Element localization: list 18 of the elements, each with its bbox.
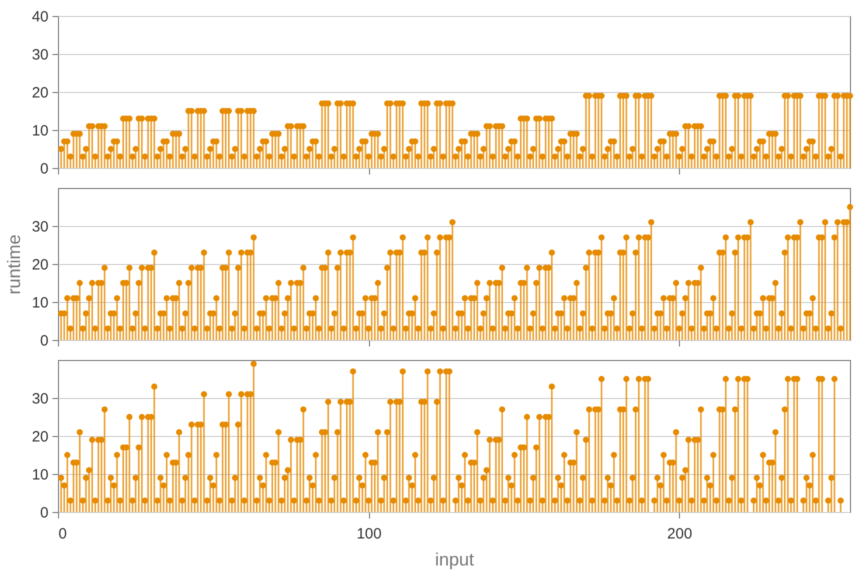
x-tick-label: 200: [667, 526, 692, 542]
y-tick-label: 30: [32, 46, 48, 64]
y-tick-label: 20: [32, 256, 48, 274]
x-tick-label: 0: [58, 526, 67, 542]
y-tick-label: 10: [32, 122, 48, 140]
x-tick-label: 100: [356, 526, 382, 542]
y-tick-label: 40: [32, 8, 48, 26]
x-axis-title: input: [434, 550, 474, 570]
y-tick-label: 0: [40, 160, 48, 178]
y-tick-label: 10: [32, 466, 48, 484]
y-tick-label: 20: [32, 428, 48, 446]
y-tick-label: 20: [32, 84, 48, 102]
y-tick-label: 0: [40, 332, 48, 350]
y-tick-label: 10: [32, 294, 48, 312]
y-tick-label: 0: [40, 504, 48, 522]
y-axis-title: runtime: [4, 234, 24, 295]
y-tick-label: 30: [32, 218, 48, 236]
y-tick-label: 30: [32, 390, 48, 408]
